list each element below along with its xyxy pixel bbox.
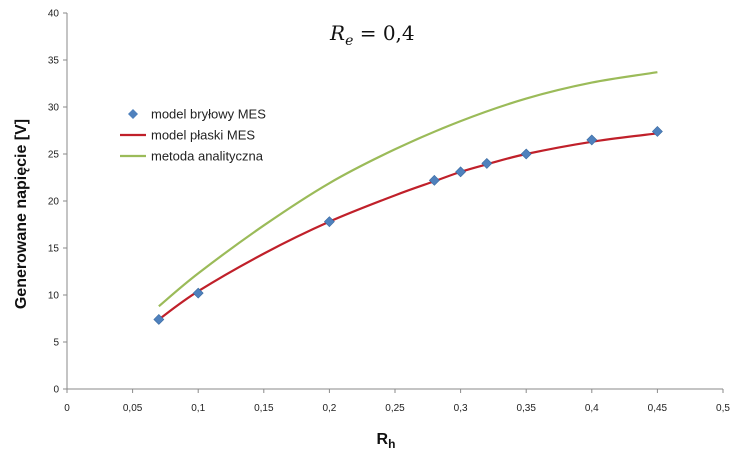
data-point: [651, 126, 663, 137]
data-point: [586, 134, 598, 146]
y-tick-label: 30: [48, 103, 60, 114]
data-point: [192, 287, 204, 299]
data-point: [481, 157, 493, 169]
x-tick-label: 0,2: [322, 403, 336, 414]
legend-label: model płaski MES: [151, 128, 255, 143]
axes: 0 5 10 15 20 25 30 35 40 0 0,05 0,1 0,15 0,2 0,25 0,3 0,…: [48, 9, 731, 415]
data-point: [520, 148, 532, 160]
data-point: [153, 314, 165, 325]
legend-label: model bryłowy MES: [151, 107, 266, 122]
x-tick-label: 0,35: [516, 403, 536, 414]
y-tick-label: 10: [48, 291, 60, 302]
series-line: [158, 71, 658, 308]
y-axis-label: Generowane napięcie [V]: [13, 119, 30, 309]
x-tick-label: 0,5: [716, 403, 730, 414]
chart-annotation: Re = 0,4: [329, 21, 415, 49]
x-tick-label: 0,3: [454, 403, 468, 414]
legend-label: metoda analityczna: [151, 149, 264, 164]
legend-marker: [128, 109, 138, 119]
x-tick-label: 0,25: [385, 403, 405, 414]
y-tick-label: 15: [48, 244, 60, 255]
x-tick-label: 0,4: [585, 403, 599, 414]
x-tick-label: 0,15: [254, 403, 274, 414]
x-axis-label: Rh: [377, 431, 396, 451]
series-layer: [153, 71, 663, 325]
x-tick-label: 0,1: [191, 403, 205, 414]
y-tick-label: 5: [53, 338, 59, 349]
y-tick-label: 40: [48, 9, 60, 20]
x-tick-label: 0,45: [648, 403, 668, 414]
data-point: [455, 166, 467, 178]
data-point: [323, 216, 335, 228]
x-tick-label: 0,05: [123, 403, 143, 414]
y-tick-label: 20: [48, 197, 60, 208]
y-tick-label: 35: [48, 56, 60, 67]
x-tick-label: 0: [64, 403, 70, 414]
legend: model bryłowy MES model płaski MES metoda …: [120, 107, 266, 164]
data-point: [428, 174, 440, 186]
y-tick-label: 25: [48, 150, 60, 161]
y-tick-label: 0: [53, 385, 59, 396]
